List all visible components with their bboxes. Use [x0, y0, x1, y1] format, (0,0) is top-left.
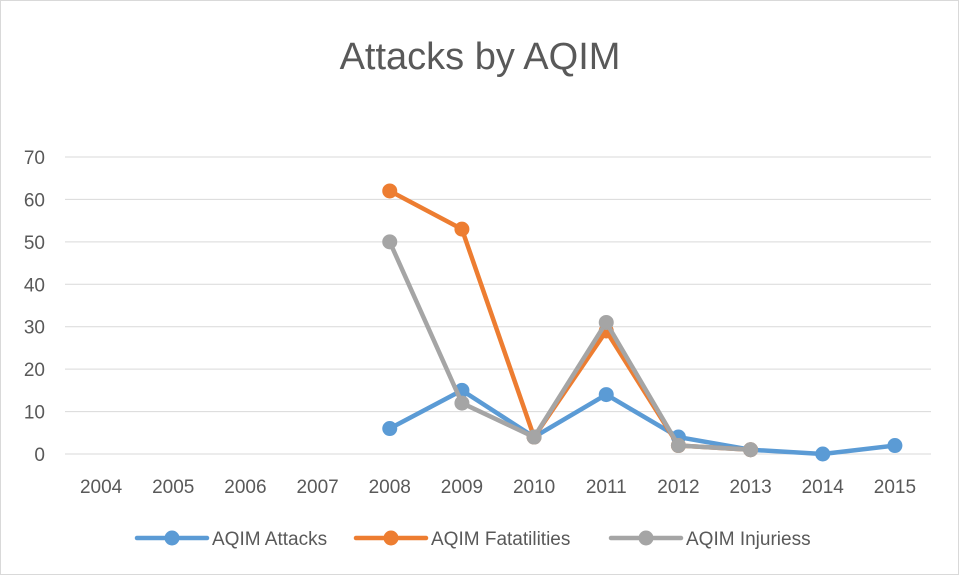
x-tick-label: 2005: [152, 477, 194, 498]
legend-label: AQIM Attacks: [212, 529, 327, 550]
legend: AQIM Attacks AQIM Fatatilities AQIM Injuri…: [134, 529, 811, 550]
series-lines: [382, 183, 903, 462]
x-axis-ticks: 2004 2005 2006 2007 2008 2009 2010 2011 2012 2013…: [80, 477, 916, 498]
y-tick-label: 40: [24, 275, 45, 296]
y-tick-label: 60: [24, 190, 45, 211]
series-line: [387, 239, 753, 453]
data-point: [743, 442, 759, 458]
y-axis-ticks: 0 10 20 30 40 50 60 70: [24, 148, 45, 466]
data-point: [598, 314, 614, 330]
data-point: [382, 234, 398, 250]
data-point: [887, 438, 903, 454]
series-line: [387, 388, 898, 457]
x-tick-label: 2007: [296, 477, 338, 498]
x-tick-label: 2012: [657, 477, 699, 498]
legend-label: AQIM Injuriess: [686, 529, 811, 550]
grid-lines: [65, 156, 931, 455]
x-tick-label: 2015: [874, 477, 916, 498]
legend-item: AQIM Injuriess: [608, 529, 811, 550]
data-point: [815, 446, 831, 462]
data-point: [454, 221, 470, 237]
data-point: [670, 438, 686, 454]
y-tick-label: 20: [24, 360, 45, 381]
x-tick-label: 2006: [224, 477, 266, 498]
data-point: [598, 387, 614, 403]
series-line: [387, 188, 753, 453]
y-tick-label: 0: [34, 445, 45, 466]
legend-label: AQIM Fatatilities: [431, 529, 570, 550]
y-tick-label: 10: [24, 403, 45, 424]
y-tick-label: 70: [24, 148, 45, 169]
data-point: [526, 429, 542, 445]
x-tick-label: 2004: [80, 477, 123, 498]
x-tick-label: 2009: [441, 477, 483, 498]
chart-title: Attacks by AQIM: [340, 36, 621, 78]
legend-marker: [383, 530, 399, 546]
legend-item: AQIM Attacks: [134, 529, 327, 550]
x-tick-label: 2014: [802, 477, 845, 498]
legend-item: AQIM Fatatilities: [353, 529, 570, 550]
data-point: [454, 395, 470, 411]
y-tick-label: 50: [24, 233, 45, 254]
x-tick-label: 2010: [513, 477, 555, 498]
x-tick-label: 2013: [729, 477, 771, 498]
data-point: [382, 183, 398, 199]
legend-marker: [164, 530, 180, 546]
series-group: [382, 234, 759, 458]
x-tick-label: 2008: [369, 477, 411, 498]
data-point: [382, 421, 398, 437]
y-tick-label: 30: [24, 318, 45, 339]
x-tick-label: 2011: [586, 477, 627, 498]
legend-marker: [638, 530, 654, 546]
